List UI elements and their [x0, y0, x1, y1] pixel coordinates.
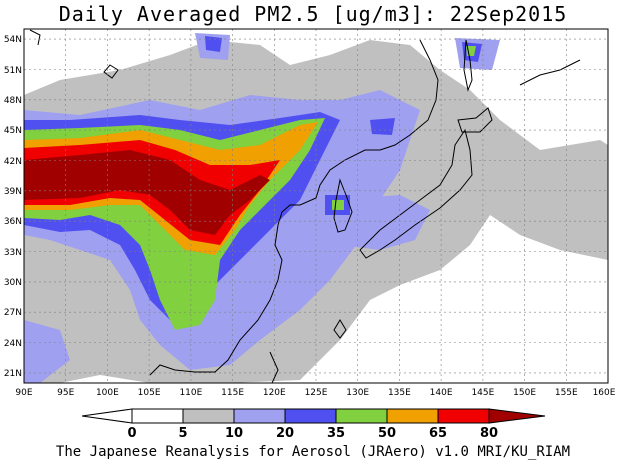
colorbar-label: 50: [378, 426, 396, 441]
lon-tick-label: 145E: [471, 388, 494, 398]
lat-tick-label: 36N: [4, 217, 22, 227]
lon-tick-label: 160E: [593, 388, 616, 398]
colorbar-segment: [437, 408, 490, 424]
plot-frame: [23, 28, 609, 384]
colorbar-label: 20: [276, 426, 294, 441]
colorbar-segment: [488, 408, 546, 424]
footer-credit: The Japanese Reanalysis for Aerosol (JRA…: [55, 444, 571, 460]
graticule: [24, 29, 608, 383]
lon-axis: 90E 95E 100E 105E 110E 115E 120E 125E 13…: [15, 388, 615, 398]
colorbar: 0 5 10 20 35 50 65 80: [81, 408, 546, 441]
lon-tick-label: 105E: [138, 388, 161, 398]
colorbar-label: 0: [127, 426, 136, 441]
lon-tick-label: 140E: [430, 388, 453, 398]
colorbar-segment: [182, 408, 235, 424]
colorbar-segment: [233, 408, 286, 424]
lon-tick-label: 110E: [179, 388, 202, 398]
lat-tick-label: 27N: [4, 308, 22, 318]
pm25-field: [24, 33, 608, 383]
colorbar-segment: [335, 408, 388, 424]
lon-tick-label: 155E: [555, 388, 578, 398]
lat-tick-label: 48N: [4, 96, 22, 106]
lat-tick-label: 54N: [4, 35, 22, 45]
colorbar-segment: [284, 408, 337, 424]
lon-tick-label: 150E: [513, 388, 536, 398]
map-title: Daily Averaged PM2.5 [ug/m3]: 22Sep2015: [58, 2, 568, 26]
colorbar-segment: [131, 408, 184, 424]
colorbar-label: 65: [429, 426, 447, 441]
lat-tick-label: 45N: [4, 126, 22, 136]
lat-tick-label: 39N: [4, 187, 22, 197]
colorbar-label: 5: [178, 426, 187, 441]
lat-tick-label: 42N: [4, 157, 22, 167]
lon-tick-label: 115E: [221, 388, 244, 398]
pm25-level-80: [24, 150, 270, 235]
colorbar-label: 10: [225, 426, 243, 441]
lat-axis: 21N 24N 27N 30N 33N 36N 39N 42N 45N 48N …: [4, 35, 22, 379]
lat-tick-label: 30N: [4, 278, 22, 288]
lat-tick-label: 33N: [4, 248, 22, 258]
lat-tick-label: 51N: [4, 66, 22, 76]
colorbar-segment: [81, 408, 133, 424]
lon-tick-label: 90E: [15, 388, 32, 398]
colorbar-segment: [386, 408, 439, 424]
colorbar-label: 80: [480, 426, 498, 441]
lon-tick-label: 120E: [263, 388, 286, 398]
lat-tick-label: 24N: [4, 339, 22, 349]
lon-tick-label: 95E: [57, 388, 74, 398]
lon-tick-label: 130E: [346, 388, 369, 398]
lon-tick-label: 135E: [388, 388, 411, 398]
lon-tick-label: 100E: [96, 388, 119, 398]
lat-tick-label: 21N: [4, 369, 22, 379]
colorbar-label: 35: [327, 426, 345, 441]
lon-tick-label: 125E: [305, 388, 328, 398]
